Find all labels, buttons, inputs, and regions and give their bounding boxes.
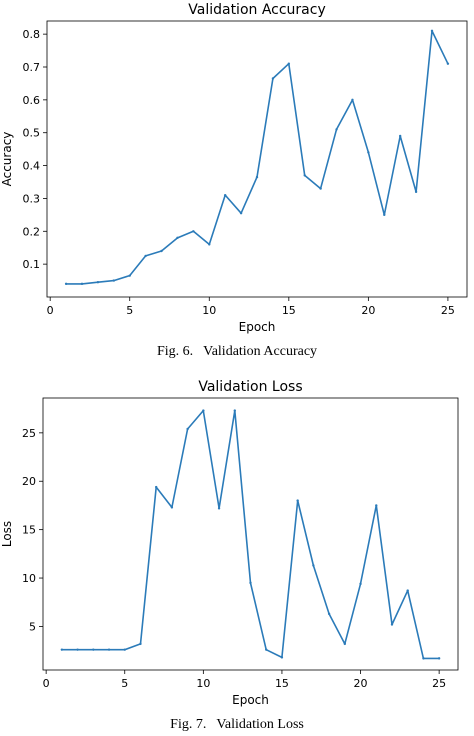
data-point	[280, 656, 284, 659]
data-point	[208, 243, 211, 246]
data-point	[343, 642, 347, 646]
data-point	[351, 98, 354, 102]
data-point	[160, 249, 163, 253]
caption-number: Fig. 7.	[170, 717, 207, 732]
data-point	[154, 485, 158, 489]
data-point	[422, 657, 425, 660]
data-point	[217, 507, 221, 510]
data-point	[92, 648, 95, 651]
y-axis-label: Accuracy	[0, 132, 14, 187]
data-point	[398, 134, 402, 138]
y-tick-label: 25	[22, 427, 36, 440]
y-tick-label: 0.1	[23, 258, 41, 271]
data-point	[375, 504, 378, 507]
data-point	[192, 230, 195, 233]
x-axis-label: Epoch	[232, 693, 269, 707]
figure-caption-6: Fig. 6. Validation Accuracy	[0, 344, 474, 360]
data-point	[335, 128, 338, 131]
data-point	[430, 29, 434, 33]
x-tick-label: 10	[196, 677, 210, 690]
data-point	[128, 274, 131, 277]
y-tick-label: 0.4	[23, 160, 41, 173]
y-tick-label: 0.3	[23, 192, 41, 205]
y-tick-label: 0.2	[23, 225, 41, 238]
data-point	[96, 281, 100, 284]
data-point	[296, 499, 299, 502]
chart-title: Validation Accuracy	[188, 2, 326, 18]
data-point	[112, 279, 116, 282]
y-tick-label: 0.8	[23, 28, 41, 41]
x-axis-label: Epoch	[239, 320, 276, 334]
data-point	[176, 236, 179, 240]
data-point	[186, 427, 189, 431]
figure-caption-7: Fig. 7. Validation Loss	[0, 717, 474, 733]
data-point	[60, 648, 64, 651]
x-tick-label: 20	[361, 304, 375, 317]
data-point	[76, 648, 79, 651]
x-tick-label: 0	[47, 304, 54, 317]
x-tick-label: 10	[202, 304, 216, 317]
x-tick-label: 5	[121, 677, 128, 690]
x-tick-label: 20	[354, 677, 368, 690]
data-point	[406, 589, 409, 592]
y-tick-label: 0.5	[23, 127, 41, 140]
data-point	[107, 648, 111, 651]
y-tick-label: 20	[22, 475, 36, 488]
caption-text: Validation Accuracy	[203, 344, 318, 359]
data-point	[170, 506, 174, 509]
loss-chart: Validation Loss 0 5 10 15 20 25 5 10 15 20 25 Epoch L…	[0, 379, 459, 707]
data-point	[139, 642, 142, 646]
data-point	[271, 77, 275, 80]
x-tick-label: 5	[126, 304, 133, 317]
data-point	[255, 175, 259, 179]
caption-text: Validation Loss	[216, 717, 304, 732]
caption-number: Fig. 6.	[156, 344, 194, 359]
data-point	[239, 212, 243, 215]
data-point	[223, 193, 227, 197]
plot-frame	[46, 20, 468, 298]
data-point	[327, 612, 331, 616]
x-tick-label: 0	[43, 677, 50, 690]
chart-title: Validation Loss	[198, 379, 302, 395]
x-tick-label: 25	[432, 677, 446, 690]
y-tick-label: 5	[29, 620, 36, 633]
data-point	[446, 62, 450, 65]
y-tick-label: 0.6	[23, 94, 41, 107]
y-tick-label: 10	[22, 572, 36, 585]
data-point	[437, 657, 441, 660]
data-point	[202, 409, 205, 412]
series-line	[61, 409, 440, 660]
accuracy-chart: Validation Accuracy 0 5 10 15 20 25 0.1 0.2 0.3 0.…	[0, 2, 468, 334]
data-point	[303, 174, 306, 177]
data-point	[265, 648, 268, 651]
data-point	[359, 582, 362, 586]
data-point	[80, 282, 84, 286]
x-tick-label: 15	[275, 677, 289, 690]
y-axis-label: Loss	[0, 521, 14, 547]
data-point	[319, 187, 322, 190]
data-point	[144, 254, 147, 258]
plot-frame	[42, 397, 459, 671]
data-point	[390, 623, 394, 626]
data-point	[312, 564, 315, 567]
series-line	[66, 30, 449, 285]
y-tick-label: 15	[22, 524, 36, 537]
x-tick-label: 25	[441, 304, 455, 317]
x-tick-label: 15	[282, 304, 296, 317]
data-point	[64, 282, 68, 286]
data-point	[367, 151, 370, 154]
data-point	[383, 213, 386, 217]
data-point	[249, 581, 252, 585]
data-point	[123, 648, 126, 651]
data-point	[287, 62, 291, 65]
data-point	[414, 190, 418, 194]
y-tick-label: 0.7	[23, 61, 41, 74]
data-point	[233, 409, 236, 412]
